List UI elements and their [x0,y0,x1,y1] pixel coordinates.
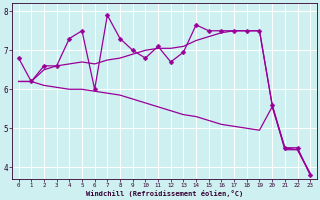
X-axis label: Windchill (Refroidissement éolien,°C): Windchill (Refroidissement éolien,°C) [86,190,243,197]
